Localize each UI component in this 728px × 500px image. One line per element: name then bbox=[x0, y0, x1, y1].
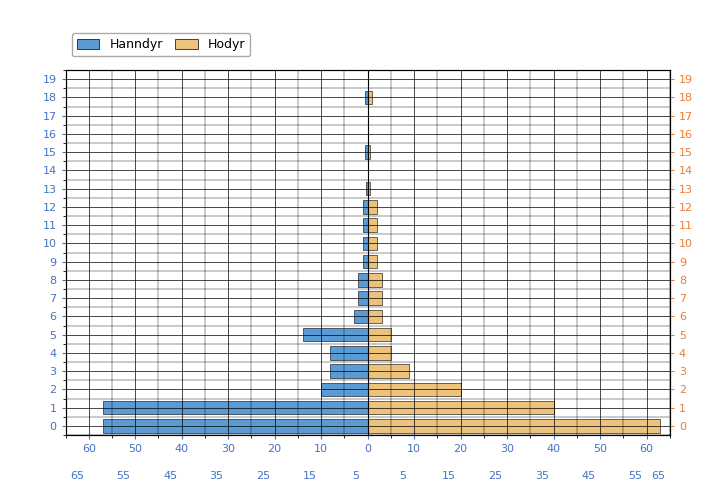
Text: 65: 65 bbox=[651, 471, 665, 481]
Bar bbox=[354, 310, 368, 323]
Bar bbox=[365, 146, 368, 159]
Bar bbox=[368, 419, 660, 432]
Bar bbox=[363, 255, 368, 268]
Bar bbox=[368, 273, 381, 286]
Bar bbox=[331, 364, 368, 378]
Bar bbox=[321, 382, 368, 396]
Legend: Hanndyr, Hodyr: Hanndyr, Hodyr bbox=[72, 34, 250, 56]
Text: 25: 25 bbox=[256, 471, 270, 481]
Bar bbox=[368, 292, 381, 305]
Text: 5: 5 bbox=[352, 471, 360, 481]
Text: 15: 15 bbox=[442, 471, 456, 481]
Bar bbox=[365, 90, 368, 104]
Bar bbox=[368, 182, 370, 196]
Text: 45: 45 bbox=[582, 471, 596, 481]
Text: 25: 25 bbox=[488, 471, 502, 481]
Bar bbox=[368, 346, 391, 360]
Text: 55: 55 bbox=[116, 471, 130, 481]
Bar bbox=[368, 382, 461, 396]
Bar bbox=[363, 200, 368, 213]
Bar bbox=[368, 236, 377, 250]
Text: 35: 35 bbox=[210, 471, 223, 481]
Bar bbox=[368, 200, 377, 213]
Text: 5: 5 bbox=[399, 471, 406, 481]
Bar bbox=[103, 419, 368, 432]
Text: 15: 15 bbox=[303, 471, 317, 481]
Bar bbox=[368, 364, 409, 378]
Text: 65: 65 bbox=[70, 471, 84, 481]
Bar bbox=[368, 255, 377, 268]
Bar bbox=[363, 218, 368, 232]
Bar bbox=[368, 328, 391, 342]
Text: 35: 35 bbox=[535, 471, 549, 481]
Bar bbox=[358, 292, 368, 305]
Bar bbox=[368, 146, 370, 159]
Bar bbox=[303, 328, 368, 342]
Text: 45: 45 bbox=[163, 471, 177, 481]
Bar bbox=[368, 401, 553, 414]
Bar bbox=[368, 218, 377, 232]
Bar bbox=[103, 401, 368, 414]
Bar bbox=[368, 90, 372, 104]
Bar bbox=[363, 236, 368, 250]
Bar bbox=[368, 310, 381, 323]
Bar bbox=[331, 346, 368, 360]
Text: 55: 55 bbox=[628, 471, 642, 481]
Bar bbox=[358, 273, 368, 286]
Bar bbox=[366, 182, 368, 196]
